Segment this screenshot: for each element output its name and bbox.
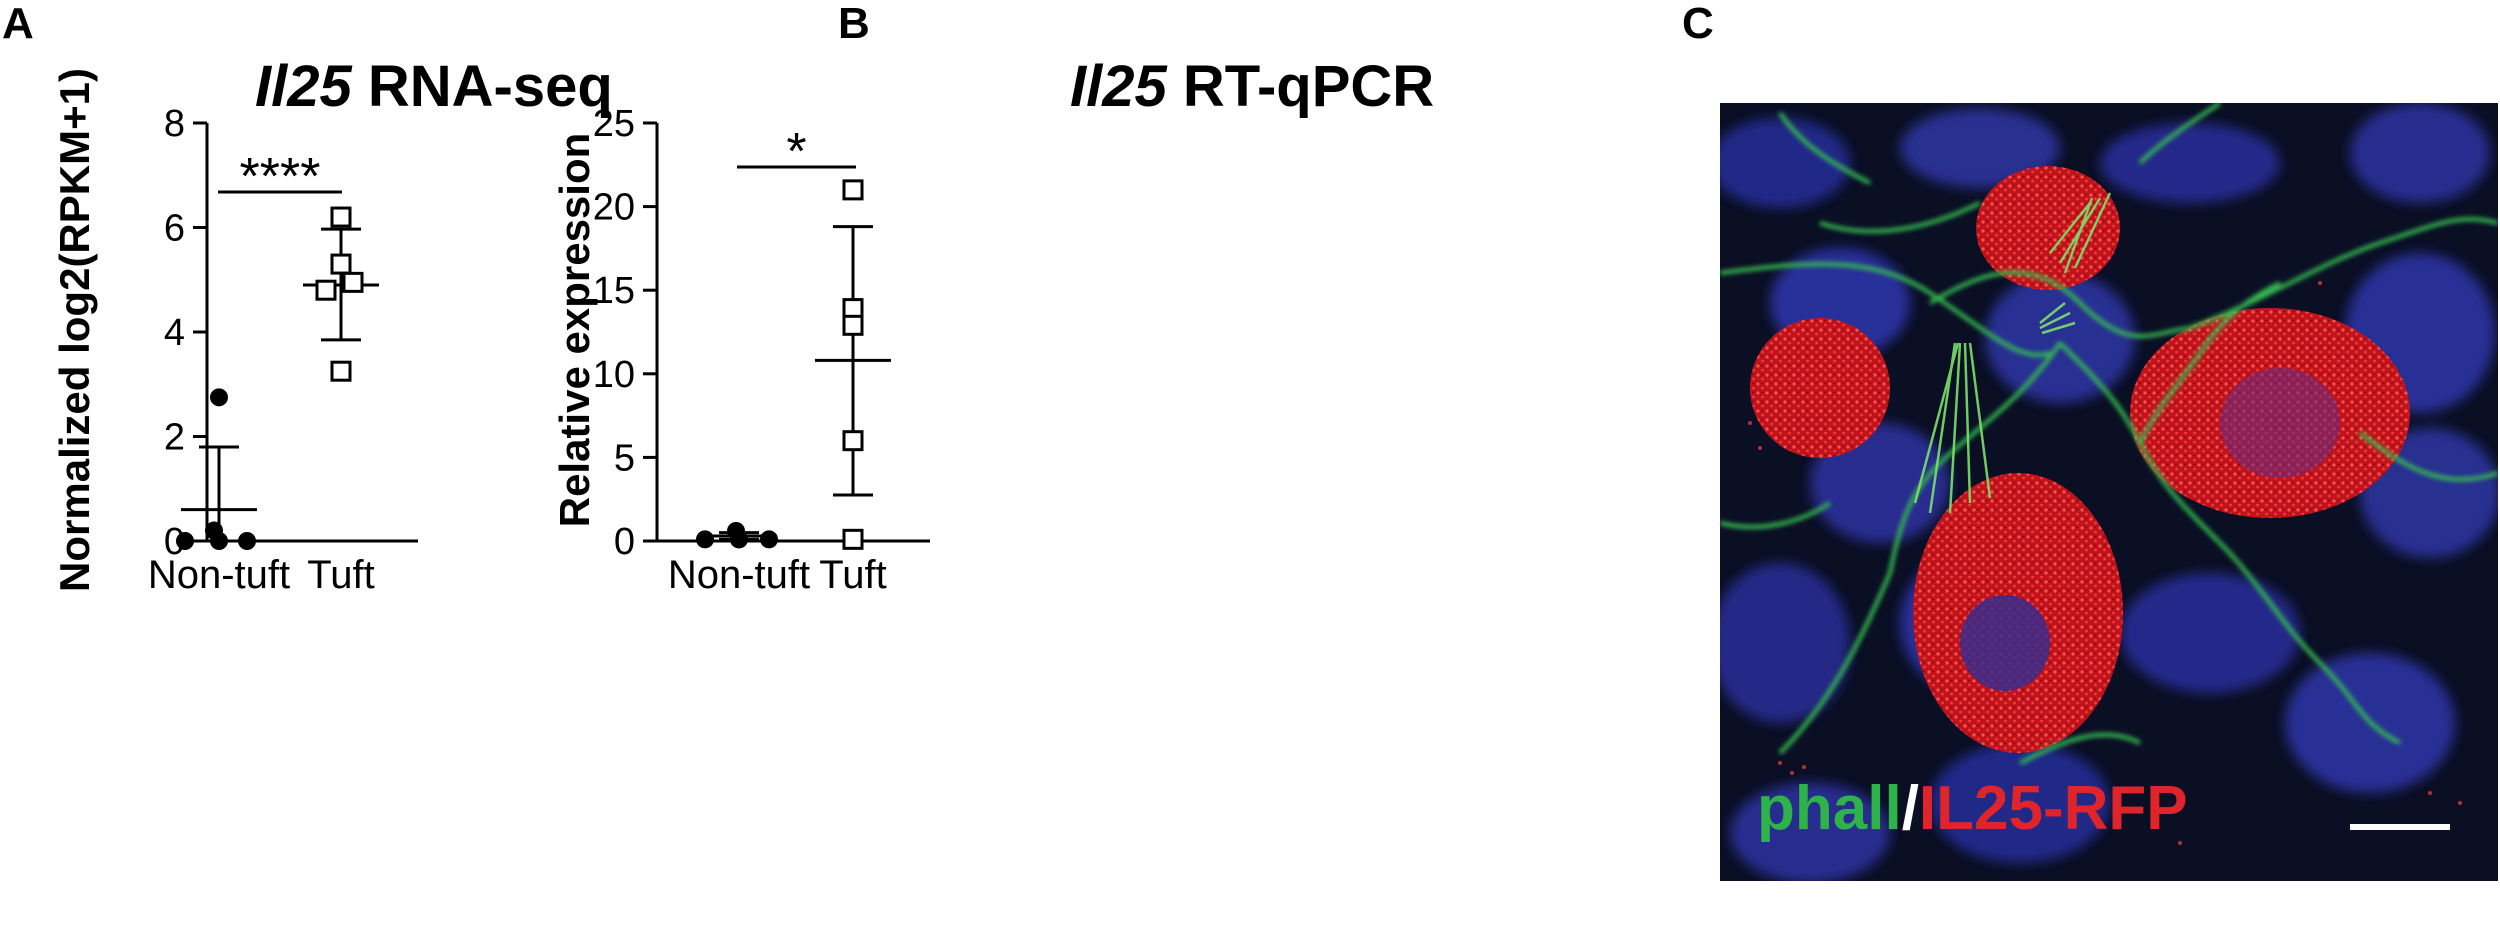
- y-tick-label: 0: [164, 521, 185, 563]
- data-point: [315, 279, 337, 301]
- y-axis-label: Normalized log2(RPKM+1): [51, 68, 98, 592]
- y-axis-label: Relative expression: [551, 133, 598, 528]
- chart-title-a-gene: Il25: [255, 54, 352, 119]
- panel-label-c: C: [1682, 0, 1714, 48]
- data-point: [842, 179, 864, 201]
- y-tick-label: 0: [614, 521, 635, 563]
- y-tick-label: 15: [593, 270, 635, 312]
- chart-title-b: Il25 RT-qPCR: [1070, 58, 1434, 116]
- chart-title-a: Il25 RNA-seq: [255, 58, 613, 116]
- data-point: [760, 530, 778, 549]
- data-point: [210, 532, 228, 550]
- panel-label-a: A: [2, 0, 34, 48]
- data-point: [238, 532, 256, 550]
- y-tick-label: 25: [593, 103, 635, 145]
- data-point: [730, 530, 748, 549]
- x-category-label: Tuft: [819, 553, 886, 597]
- data-point: [842, 430, 864, 452]
- chart-title-b-gene: Il25: [1070, 54, 1167, 119]
- x-category-label: Non-tuft: [668, 553, 810, 597]
- chart-a: 0 2 4 6 8 Normalized log2(RPKM+1) Non-tuft Tuft…: [51, 68, 418, 597]
- data-point: [210, 388, 228, 407]
- data-point: [330, 206, 352, 228]
- y-tick-label: 8: [164, 103, 185, 145]
- significance-label: ****: [240, 148, 321, 206]
- chart-title-a-rest: RNA-seq: [351, 54, 613, 119]
- y-tick-label: 20: [593, 187, 635, 229]
- panel-label-b: B: [838, 0, 870, 48]
- y-tick-label: 4: [164, 312, 185, 354]
- data-point: [330, 253, 352, 275]
- data-point: [342, 271, 364, 293]
- micrograph: phall/IL25-RFP: [1720, 103, 2498, 881]
- label-phall: phall: [1757, 774, 1902, 843]
- label-il25-rfp: IL25-RFP: [1918, 774, 2188, 843]
- x-category-label: Tuft: [307, 553, 374, 597]
- label-slash: /: [1901, 774, 1919, 843]
- chart-title-b-rest: RT-qPCR: [1166, 54, 1435, 119]
- y-tick-label: 10: [593, 354, 635, 396]
- data-point: [176, 532, 194, 550]
- data-point: [696, 530, 714, 549]
- scale-bar: [2350, 824, 2450, 830]
- data-point: [842, 314, 864, 336]
- x-category-label: Non-tuft: [148, 553, 290, 597]
- data-point: [330, 360, 352, 382]
- y-tick-label: 5: [614, 437, 635, 479]
- micrograph-label: phall/IL25-RFP: [1757, 778, 2188, 840]
- data-point: [842, 528, 864, 550]
- micrograph-image: [1720, 103, 2498, 881]
- y-tick-label: 2: [164, 417, 185, 459]
- y-tick-label: 6: [164, 208, 185, 250]
- significance-label: *: [786, 123, 806, 181]
